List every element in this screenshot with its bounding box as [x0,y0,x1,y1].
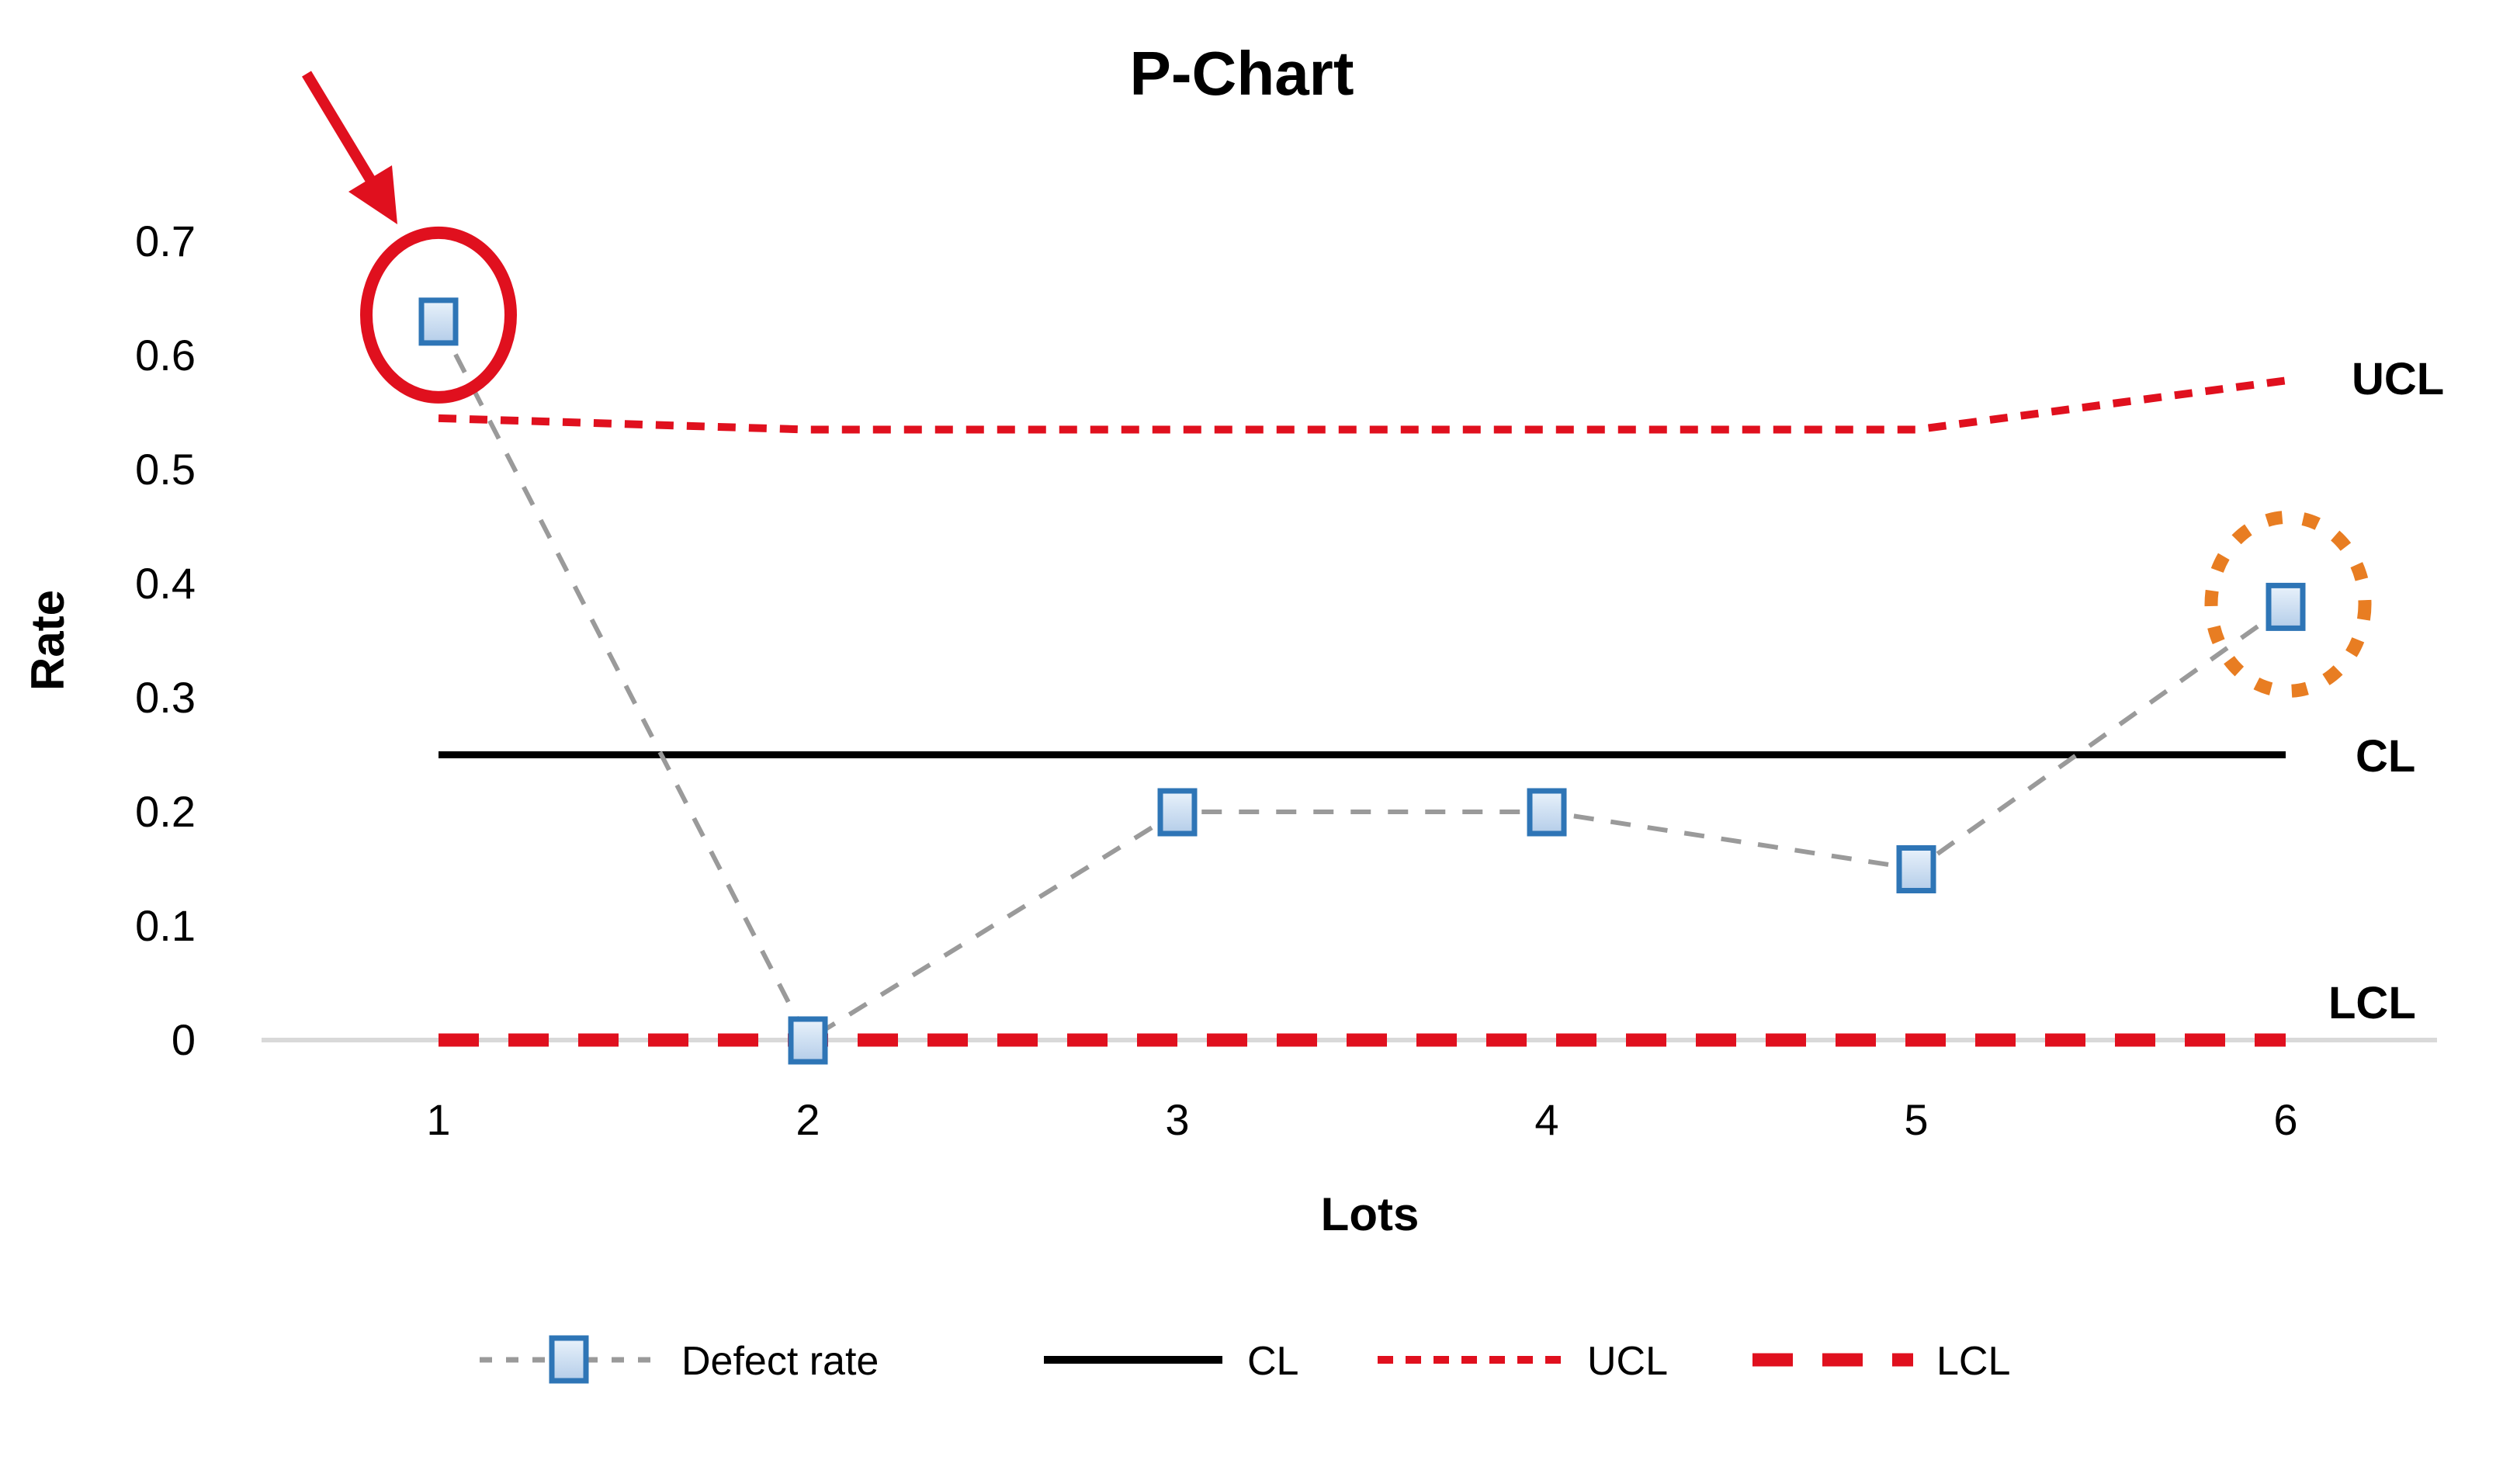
legend-defect-rate-marker-icon [549,1335,589,1384]
x-tick-4: 4 [1534,1095,1558,1144]
data-point-lot-1 [418,297,459,346]
y-tick-0.4: 0.4 [135,559,196,608]
y-tick-0.7: 0.7 [135,217,196,265]
plot-area [262,71,2437,1065]
y-tick-0: 0 [172,1015,196,1064]
data-point-lot-6 [2266,582,2306,631]
defect-rate-line [436,320,2287,1044]
legend-label-defect-rate: Defect rate [681,1339,879,1384]
lcl-line-label: LCL [2328,978,2416,1028]
x-tick-5: 5 [1904,1095,1928,1144]
y-tick-0.6: 0.6 [135,331,196,380]
y-tick-0.3: 0.3 [135,673,196,722]
y-tick-0.1: 0.1 [135,901,196,950]
red-arrow-shaft [302,71,375,182]
y-tick-0.2: 0.2 [135,787,196,836]
cl-line-label: CL [2356,731,2415,782]
chart-title: P-Chart [1130,39,1354,108]
orange-dotted-circle-annotation [2204,510,2372,698]
x-tick-2: 2 [796,1095,820,1144]
red-arrow-head-icon [348,165,397,224]
ucl-line [438,376,2286,434]
legend: Defect rate CL UCL LCL [480,1335,2010,1384]
legend-label-ucl: UCL [1587,1339,1668,1384]
ucl-line-label: UCL [2352,354,2444,404]
x-tick-6: 6 [2273,1095,2297,1144]
data-point-lot-4 [1527,788,1567,837]
data-point-lot-5 [1896,845,1936,893]
x-tick-3: 3 [1165,1095,1189,1144]
data-point-lot-2 [788,1016,828,1065]
red-circle-annotation [360,226,517,404]
legend-label-cl: CL [1247,1339,1298,1384]
x-axis-title: Lots [1321,1188,1420,1240]
data-point-lot-3 [1157,788,1198,837]
legend-label-lcl: LCL [1936,1339,2010,1384]
x-tick-1: 1 [426,1095,450,1144]
y-tick-0.5: 0.5 [135,445,196,494]
y-axis-title: Rate [22,590,74,691]
